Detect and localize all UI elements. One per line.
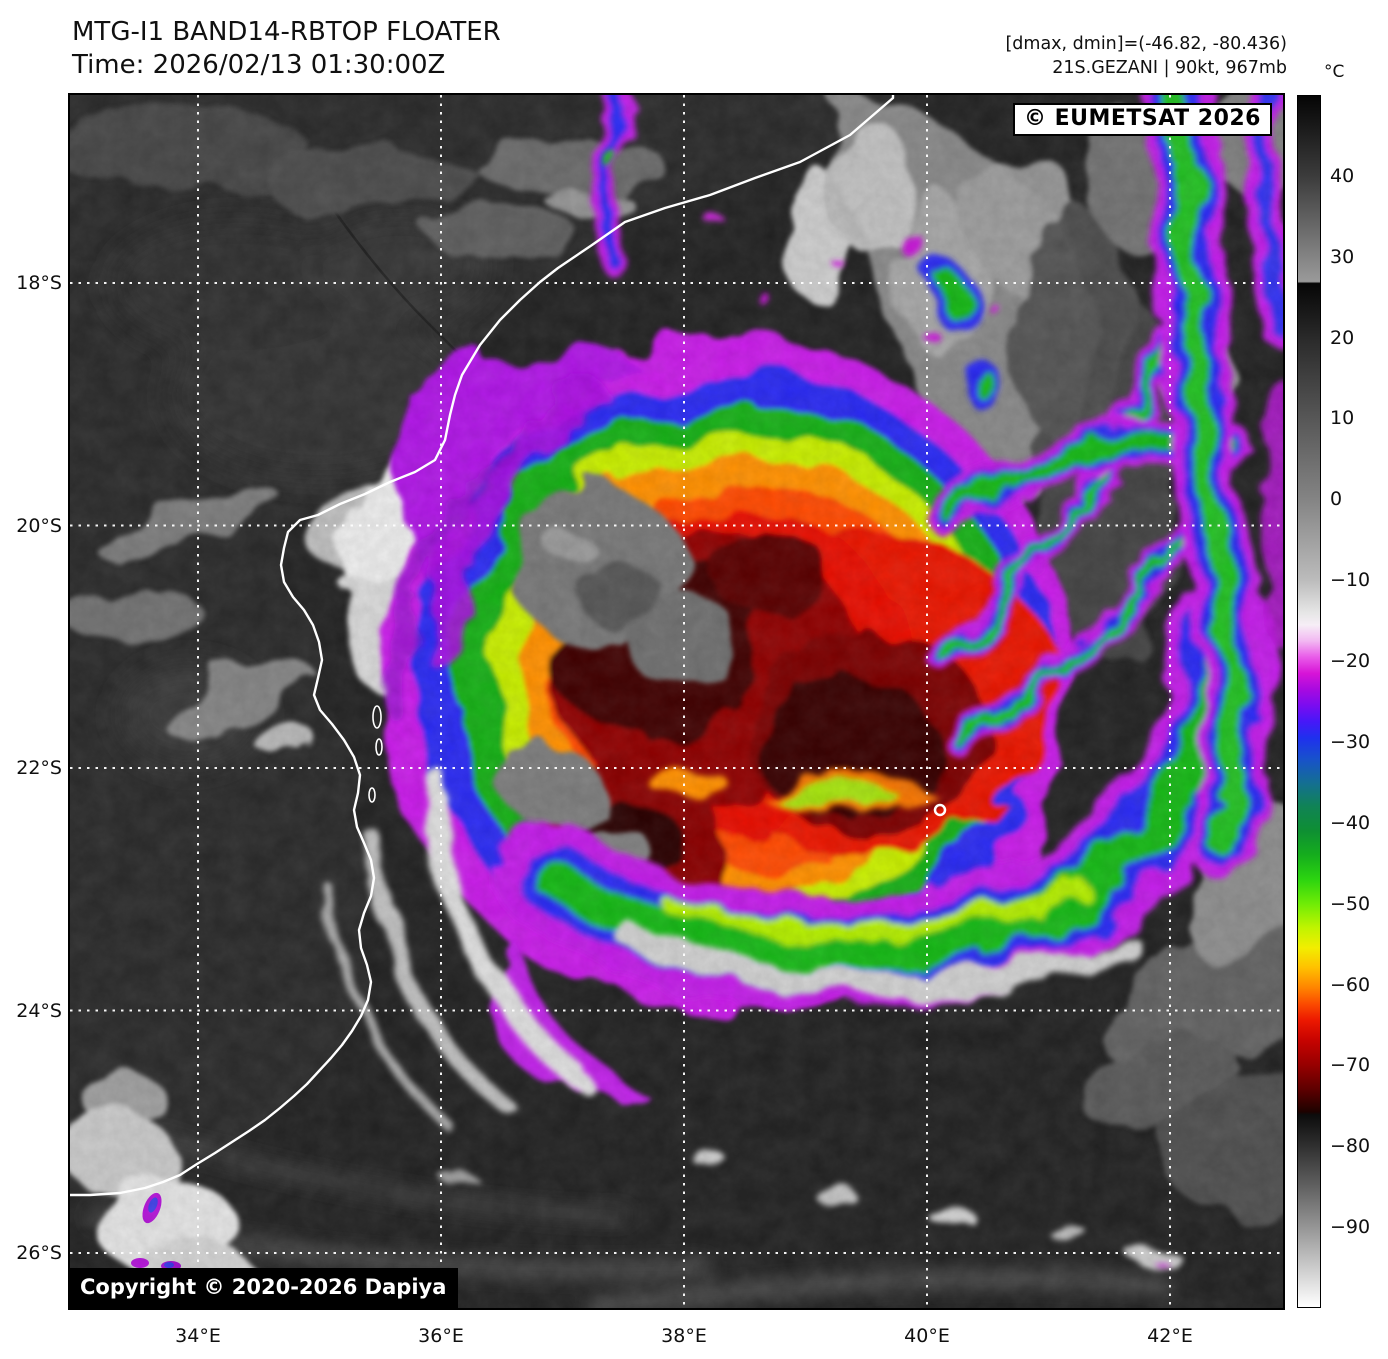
colorbar-tick-label: −40 [1330,811,1371,834]
colorbar-tick-label: 10 [1330,407,1355,430]
eye-marker [933,803,947,817]
colorbar-tick-label: −60 [1330,973,1371,996]
island-outline [368,787,376,803]
colorbar-tick-label: 0 [1330,488,1343,511]
colorbar [1297,95,1321,1308]
header-info: [dmax, dmin]=(-46.82, -80.436) 21S.GEZAN… [1005,32,1287,80]
lat-tick-label: 22°S [16,757,62,779]
timestamp: Time: 2026/02/13 01:30:00Z [72,50,446,80]
colorbar-tick-label: 20 [1330,326,1355,349]
lat-tick-label: 18°S [16,272,62,294]
colorbar-tick-label: −70 [1330,1054,1371,1077]
colorbar-tick-label: −30 [1330,730,1371,753]
satellite-imagery [70,95,1283,1308]
lat-tick-label: 26°S [16,1242,62,1264]
colorbar-tick-label: −90 [1330,1216,1371,1239]
colorbar-tick-label: −10 [1330,569,1371,592]
colorbar-tick-label: −80 [1330,1135,1371,1158]
colorbar-tick-label: −50 [1330,892,1371,915]
coastline [70,95,895,1197]
provider-badge: © EUMETSAT 2026 [1012,103,1272,136]
header-titles: MTG-I1 BAND14-RBTOP FLOATER Time: 2026/0… [72,16,501,82]
lon-tick-label: 38°E [661,1325,707,1347]
lon-tick-label: 42°E [1147,1325,1193,1347]
dark-noise-overlay [70,95,1283,1308]
colorbar-tick-label: −20 [1330,650,1371,673]
range-readout: [dmax, dmin]=(-46.82, -80.436) [1005,34,1287,54]
lon-tick-label: 40°E [904,1325,950,1347]
lon-tick-label: 36°E [418,1325,464,1347]
page-title: MTG-I1 BAND14-RBTOP FLOATER [72,17,501,47]
island-outline [372,705,382,729]
colorbar-tick-label: 40 [1330,164,1355,187]
lat-tick-label: 24°S [16,999,62,1022]
lon-tick-label: 34°E [175,1325,221,1347]
island-outline [375,738,383,756]
copyright-badge: Copyright © 2020-2026 Dapiya [70,1268,459,1308]
colorbar-unit-label: °C [1324,62,1345,82]
lat-tick-label: 20°S [16,514,62,537]
storm-readout: 21S.GEZANI | 90kt, 967mb [1052,58,1287,78]
colorbar-tick-label: 30 [1330,245,1355,268]
map-canvas: © EUMETSAT 2026 Copyright © 2020-2026 Da… [68,93,1285,1310]
